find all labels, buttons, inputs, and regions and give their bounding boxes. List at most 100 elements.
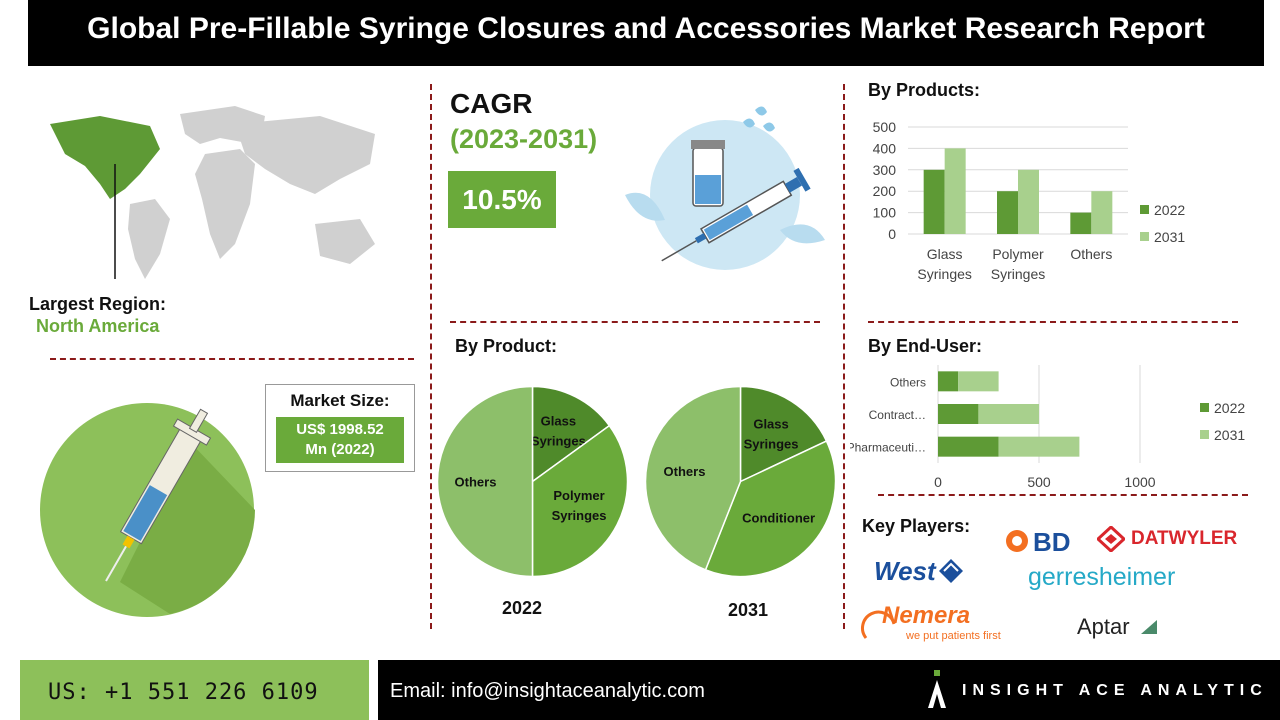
logo-datwyler: DATWYLER <box>1097 524 1252 554</box>
divider-vertical-right <box>843 84 845 629</box>
pie-slice <box>436 385 534 578</box>
bar-2031 <box>944 148 966 234</box>
pie-chart-2031: Glass Syringes Conditioner Others <box>644 385 837 578</box>
cagr-value: 10.5% <box>448 171 556 228</box>
x-tick-label: 500 <box>1027 474 1051 490</box>
pie-slice-label: Glass <box>541 414 576 429</box>
divider-right-bottom <box>878 494 1248 496</box>
footer-phone-bar: US: +1 551 226 6109 <box>20 660 369 720</box>
map-south-america <box>128 199 170 279</box>
footer-brand: INSIGHT ACE ANALYTIC <box>962 682 1268 699</box>
pie-slice-label: Polymer <box>553 488 604 503</box>
section-by-product: By Product: <box>455 336 558 356</box>
logo-datwyler-text: DATWYLER <box>1131 528 1238 549</box>
pie-slice <box>704 440 837 578</box>
pie-slice <box>531 424 629 578</box>
logo-west-text: West <box>874 556 936 586</box>
legend-label-2022: 2022 <box>1154 202 1185 218</box>
pie-slice-label: Syringes <box>552 508 607 523</box>
y-category-label: Pharmaceuti… <box>850 441 926 455</box>
y-tick-label: 100 <box>873 205 897 221</box>
y-tick-label: 200 <box>873 183 897 199</box>
pie-slice-label: Others <box>664 464 706 479</box>
logo-aptar-text: Aptar <box>1077 614 1130 639</box>
aptar-triangle-icon <box>1141 620 1157 634</box>
hbar-2031 <box>958 371 999 392</box>
bar-chart-by-end-user: 0 500 1000 Others Contract… Pharmaceuti… 2022 2… <box>850 365 1245 490</box>
logo-nemera: Nemera we put patients first <box>860 602 1020 646</box>
map-north-america <box>50 116 160 199</box>
market-size-value: US$ 1998.52 Mn (2022) <box>276 417 404 463</box>
page-title: Global Pre-Fillable Syringe Closures and… <box>87 12 1205 45</box>
legend-swatch-2022 <box>1200 403 1209 412</box>
syringe-illustration-left <box>40 403 255 617</box>
bar-2022 <box>1070 212 1092 234</box>
divider-left <box>50 358 414 360</box>
section-key-players: Key Players: <box>862 516 971 536</box>
y-tick-label: 0 <box>888 226 896 242</box>
region-label: Largest Region: <box>29 294 167 314</box>
pie-slice-label: Others <box>455 475 497 490</box>
legend-label-2031: 2031 <box>1214 427 1245 443</box>
pie-slice-label: Conditioner <box>742 510 815 525</box>
market-size-card: Market Size: US$ 1998.52 Mn (2022) <box>265 384 415 472</box>
bar-2022 <box>997 191 1018 234</box>
pie-2031-year: 2031 <box>728 600 769 620</box>
pie-slice-label: Syringes <box>744 436 799 451</box>
y-tick-label: 400 <box>873 140 897 156</box>
legend-label-2031: 2031 <box>1154 229 1185 245</box>
bar-2031 <box>1018 169 1039 234</box>
logo-nemera-tagline: we put patients first <box>906 630 1001 642</box>
cagr-label: CAGR <box>450 88 533 119</box>
x-category-label: Glass <box>927 246 963 262</box>
legend-label-2022: 2022 <box>1214 400 1245 416</box>
footer-phone[interactable]: US: +1 551 226 6109 <box>48 680 319 705</box>
title-bar: Global Pre-Fillable Syringe Closures and… <box>28 0 1264 66</box>
y-tick-label: 300 <box>873 162 897 178</box>
divider-right-top <box>868 321 1238 323</box>
x-category-label: Polymer <box>992 246 1044 262</box>
y-category-label: Others <box>890 375 926 389</box>
hbar-2031 <box>978 404 1039 424</box>
bd-sunburst-icon <box>1006 530 1028 552</box>
legend-swatch-2031 <box>1200 430 1209 439</box>
pie-slice <box>739 385 828 483</box>
datwyler-diamond-icon <box>1097 526 1125 552</box>
footer-email[interactable]: Email: info@insightaceanalytic.com <box>390 680 705 702</box>
region-value: North America <box>36 316 160 336</box>
map-australia <box>315 219 375 264</box>
bar-2031 <box>1091 191 1113 234</box>
logo-bd-text: BD <box>1033 527 1071 557</box>
market-size-value-line2: Mn (2022) <box>305 441 375 458</box>
logo-nemera-text: Nemera <box>882 602 971 629</box>
x-category-label: Others <box>1070 246 1112 262</box>
x-category-label: Syringes <box>991 266 1045 282</box>
hbar-2031 <box>998 436 1080 457</box>
map-africa <box>195 149 255 259</box>
logo-gerresheimer: gerresheimer <box>1028 563 1176 591</box>
market-size-label: Market Size: <box>290 391 390 410</box>
pie-chart-2022: Glass Syringes Polymer Syringes Others <box>436 385 629 578</box>
footer-contact-bar: Email: info@insightaceanalytic.com INSIG… <box>378 660 1280 720</box>
hbar-2022 <box>938 371 959 392</box>
logo-bd: BD <box>1005 527 1075 557</box>
bar-2022 <box>923 169 945 234</box>
legend-swatch-2031 <box>1140 232 1149 241</box>
pie-slice-label: Syringes <box>531 434 586 449</box>
pie-2022-year: 2022 <box>502 598 543 618</box>
section-by-end-user: By End-User: <box>868 336 983 356</box>
x-category-label: Syringes <box>917 266 971 282</box>
x-tick-label: 0 <box>934 474 942 490</box>
divider-vertical-left <box>430 84 432 629</box>
y-tick-label: 500 <box>873 119 897 135</box>
cagr-period: (2023-2031) <box>450 124 598 154</box>
nemera-arc-icon <box>861 610 896 639</box>
map-asia <box>235 116 375 194</box>
x-tick-label: 1000 <box>1124 474 1155 490</box>
pie-slice <box>531 385 611 483</box>
market-size-value-line1: US$ 1998.52 <box>296 421 384 438</box>
pie-slice <box>644 385 742 571</box>
hbar-2022 <box>938 436 999 457</box>
logo-aptar: Aptar <box>1077 614 1167 642</box>
west-diamond-icon <box>939 559 963 583</box>
